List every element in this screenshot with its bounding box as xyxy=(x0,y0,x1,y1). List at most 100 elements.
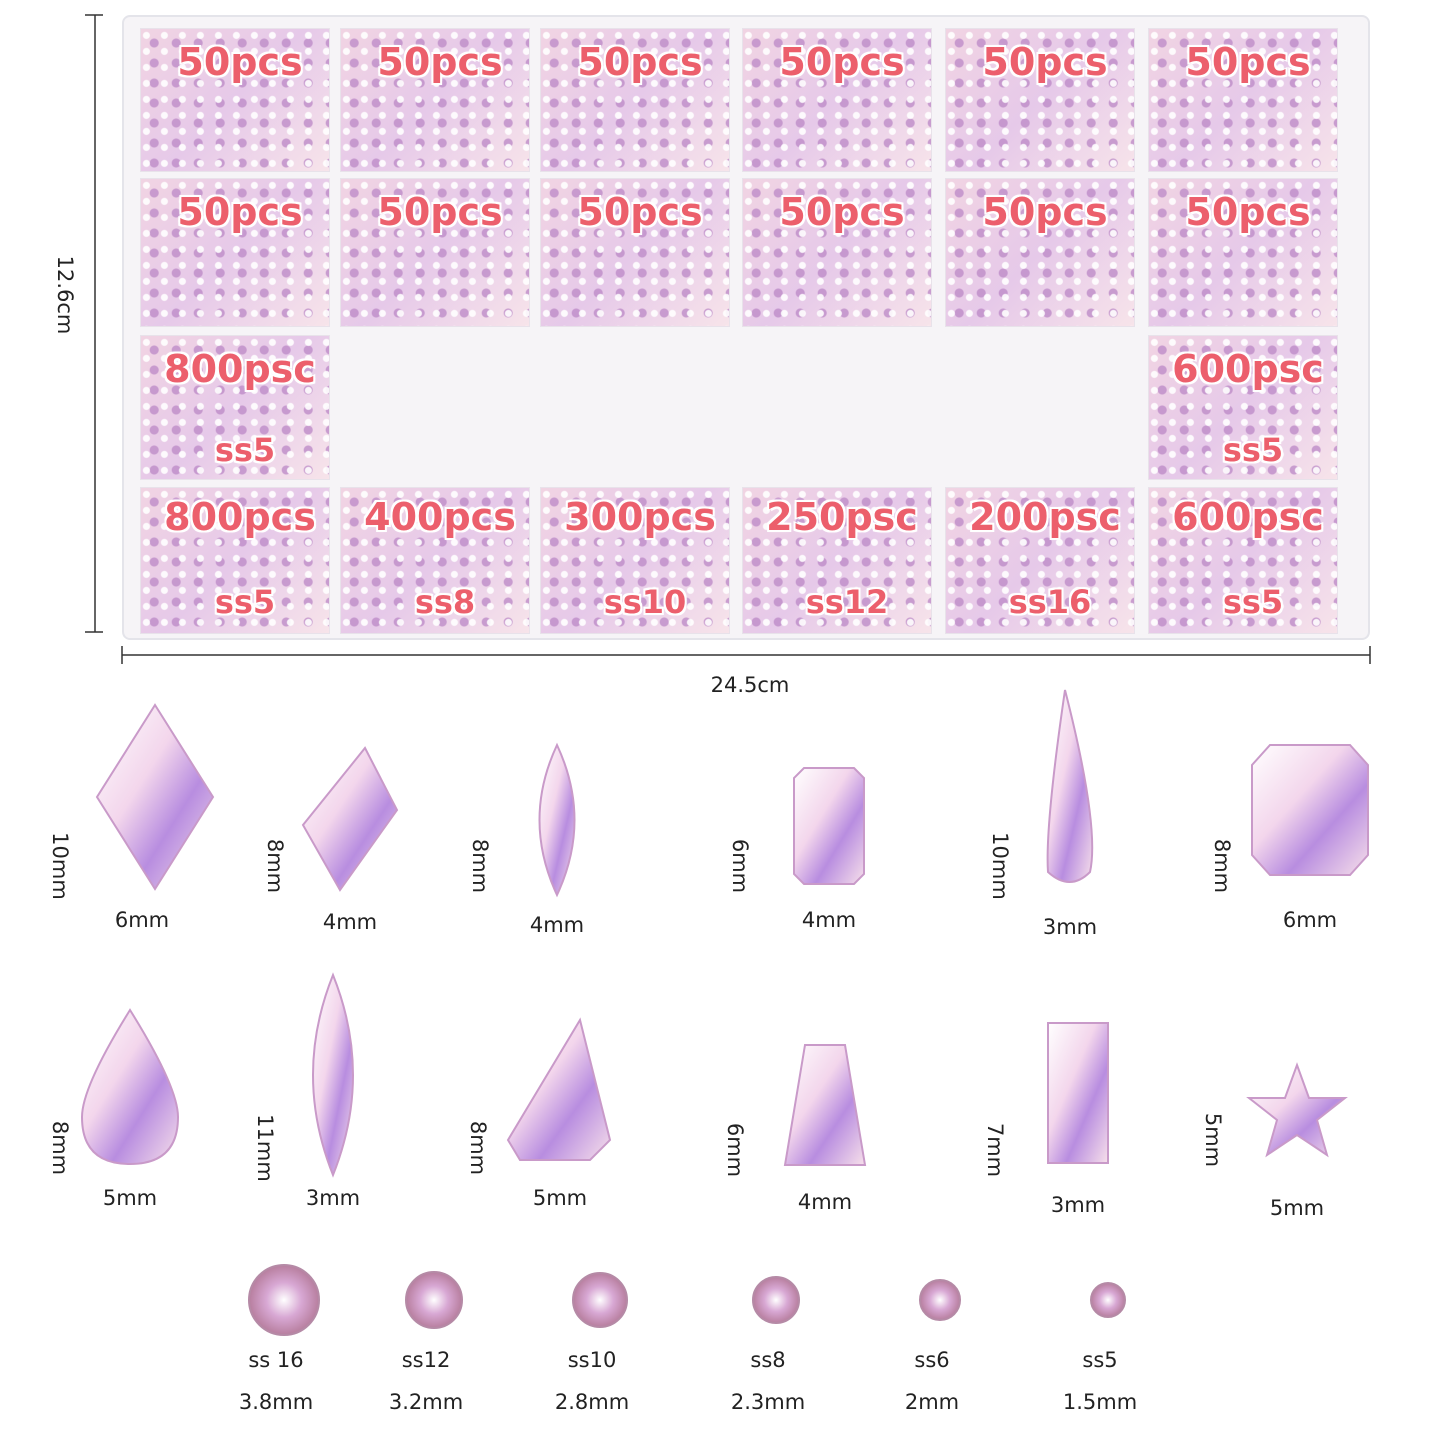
width-label: 6mm xyxy=(114,908,170,932)
compartment xyxy=(340,178,530,327)
crystal xyxy=(1251,744,1369,876)
compartment xyxy=(540,487,730,634)
count-label: 300pcs xyxy=(564,495,716,539)
compartment xyxy=(1148,28,1338,172)
round-name: ss12 xyxy=(401,1348,451,1372)
round-stone xyxy=(405,1271,463,1329)
compartment xyxy=(140,178,330,327)
compartment xyxy=(340,28,530,172)
count-label: 50pcs xyxy=(1185,40,1311,84)
height-label: 10mm xyxy=(48,832,72,900)
count-label: 50pcs xyxy=(377,190,503,234)
height-label: 8mm xyxy=(466,1120,490,1176)
size-label: ss5 xyxy=(214,583,276,621)
round-name: ss 16 xyxy=(248,1348,304,1372)
crystal xyxy=(80,1008,180,1166)
size-label: ss8 xyxy=(414,583,476,621)
count-label: 50pcs xyxy=(779,40,905,84)
round-name: ss8 xyxy=(750,1348,786,1372)
count-label: 600psc xyxy=(1172,347,1324,391)
count-label: 600psc xyxy=(1172,495,1324,539)
width-label: 5mm xyxy=(1269,1196,1325,1220)
count-label: 50pcs xyxy=(779,190,905,234)
width-label: 24.5cm xyxy=(710,673,790,697)
size-label: ss16 xyxy=(1008,583,1092,621)
round-size: 3.2mm xyxy=(388,1390,464,1414)
height-label: 7mm xyxy=(983,1122,1007,1178)
round-size: 2.8mm xyxy=(554,1390,630,1414)
count-label: 200psc xyxy=(969,495,1121,539)
count-label: 50pcs xyxy=(577,190,703,234)
size-label: ss12 xyxy=(805,583,889,621)
count-label: 400pcs xyxy=(364,495,516,539)
width-label: 5mm xyxy=(532,1186,588,1210)
count-label: 50pcs xyxy=(982,40,1108,84)
count-label: 50pcs xyxy=(377,40,503,84)
width-label: 3mm xyxy=(305,1186,361,1210)
width-label: 4mm xyxy=(797,1190,853,1214)
height-label: 8mm xyxy=(468,838,492,894)
count-label: 50pcs xyxy=(177,40,303,84)
width-label: 4mm xyxy=(322,910,378,934)
compartment xyxy=(140,335,330,480)
height-label: 10mm xyxy=(988,832,1012,900)
round-stone xyxy=(1090,1282,1126,1318)
count-label: 50pcs xyxy=(577,40,703,84)
height-label: 8mm xyxy=(1210,838,1234,894)
crystal xyxy=(1246,1062,1348,1158)
round-size: 3.8mm xyxy=(238,1390,314,1414)
round-size: 1.5mm xyxy=(1062,1390,1138,1414)
crystal xyxy=(538,742,576,898)
size-label: ss10 xyxy=(603,583,687,621)
crystal xyxy=(312,972,354,1178)
size-label: ss5 xyxy=(1222,431,1284,469)
crystal xyxy=(1046,689,1094,883)
compartment xyxy=(945,178,1135,327)
compartment xyxy=(742,178,932,327)
height-label: 5mm xyxy=(1201,1112,1225,1168)
width-label: 3mm xyxy=(1050,1193,1106,1217)
width-label: 4mm xyxy=(801,908,857,932)
count-label: 50pcs xyxy=(982,190,1108,234)
compartment xyxy=(140,28,330,172)
compartment xyxy=(742,28,932,172)
height-label: 6mm xyxy=(723,1122,747,1178)
width-label: 4mm xyxy=(529,913,585,937)
width-label: 6mm xyxy=(1282,908,1338,932)
compartment xyxy=(1148,178,1338,327)
count-label: 800psc xyxy=(164,347,316,391)
crystal xyxy=(783,1044,867,1166)
round-name: ss6 xyxy=(914,1348,950,1372)
dimension-lines xyxy=(85,14,1371,664)
count-label: 800pcs xyxy=(164,495,316,539)
size-label: ss5 xyxy=(1222,583,1284,621)
compartment xyxy=(945,487,1135,634)
compartment xyxy=(1148,487,1338,634)
compartment xyxy=(742,487,932,634)
crystal xyxy=(1047,1022,1109,1164)
width-label: 5mm xyxy=(102,1186,158,1210)
count-label: 50pcs xyxy=(177,190,303,234)
round-stone xyxy=(752,1276,800,1324)
height-label: 8mm xyxy=(263,838,287,894)
height-label: 11mm xyxy=(253,1114,277,1182)
round-size: 2mm xyxy=(904,1390,960,1414)
crystal xyxy=(793,767,865,885)
height-label: 8mm xyxy=(48,1120,72,1176)
compartment xyxy=(945,28,1135,172)
size-label: ss5 xyxy=(214,431,276,469)
compartment xyxy=(340,487,530,634)
compartment xyxy=(1148,335,1338,480)
count-label: 50pcs xyxy=(1185,190,1311,234)
crystal xyxy=(506,1017,612,1161)
round-stone xyxy=(248,1264,320,1336)
compartment xyxy=(540,178,730,327)
round-name: ss10 xyxy=(567,1348,617,1372)
round-stone xyxy=(572,1272,628,1328)
height-label: 12.6cm xyxy=(53,255,77,335)
compartment xyxy=(140,487,330,634)
width-label: 3mm xyxy=(1042,915,1098,939)
round-name: ss5 xyxy=(1082,1348,1118,1372)
